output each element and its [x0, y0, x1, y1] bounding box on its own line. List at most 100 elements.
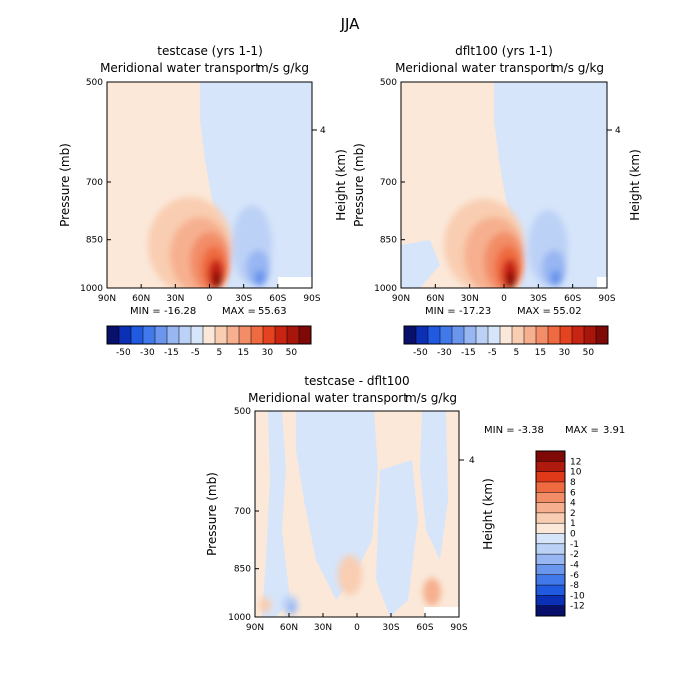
panel-subtitle: Meridional water transport [395, 61, 555, 75]
panel-units: m/s g/kg [257, 61, 309, 75]
x-tick-label: 90N [392, 294, 410, 304]
colorbar-swatch [239, 326, 252, 344]
colorbar-swatch [536, 451, 565, 462]
colorbar-swatch [143, 326, 156, 344]
colorbar-swatch [131, 326, 144, 344]
colorbar-swatch [464, 326, 477, 344]
contour-pos-3 [259, 597, 271, 613]
panel-subtitle: Meridional water transport [100, 61, 260, 75]
colorbar-swatch [560, 326, 573, 344]
x-tick-label: 30S [235, 294, 252, 304]
colorbar-label: 4 [570, 499, 576, 509]
colorbar-frame [403, 325, 609, 345]
y-tick-label: 700 [380, 178, 397, 188]
max-value: 55.63 [258, 306, 287, 317]
min-label: MIN = [130, 306, 161, 317]
min-value: -16.28 [164, 306, 196, 317]
colorbar-swatch [536, 492, 565, 503]
colorbar-label: 6 [570, 488, 576, 498]
field-negative-band [296, 411, 378, 600]
max-label: MAX = [517, 306, 551, 317]
colorbar-label: -15 [461, 348, 476, 358]
panel-testcase: testcase (yrs 1-1) Meridional water tran… [58, 44, 348, 317]
colorbar-top-right: -50 -30 -15 -5 5 15 30 50 [403, 325, 609, 358]
x-tick-label: 60N [426, 294, 444, 304]
x-tick-label: 0 [501, 294, 507, 304]
colorbar-label: -12 [570, 602, 585, 612]
x-tick-label: 60N [280, 623, 298, 633]
y-tick-label: 700 [234, 507, 251, 517]
colorbar-swatch [299, 326, 312, 344]
right-axis-label: Height (km) [628, 149, 642, 220]
y-tick-label: 500 [380, 78, 397, 88]
colorbar-swatch [536, 502, 565, 514]
contour-neg-2 [288, 602, 296, 614]
colorbar-swatch [191, 326, 204, 344]
colorbar-swatch [512, 326, 525, 344]
colorbar-swatch [572, 326, 585, 344]
field-negative-band [262, 411, 290, 617]
plot-field [255, 411, 459, 617]
colorbar-swatch [476, 326, 489, 344]
plot-field [401, 82, 607, 288]
colorbar-label: 8 [570, 478, 576, 488]
colorbar-label: 50 [583, 348, 595, 358]
colorbar-swatch [287, 326, 300, 344]
panel-title: testcase (yrs 1-1) [157, 44, 263, 58]
colorbar-swatch [488, 326, 501, 344]
colorbar-swatch [536, 533, 565, 545]
contour-pos-6 [213, 271, 221, 288]
y-axis-label: Pressure (mb) [58, 143, 72, 227]
contour-pos-1 [338, 555, 362, 595]
y-tick-label: 850 [380, 236, 397, 246]
colorbar-frame [106, 325, 312, 345]
colorbar-label: -5 [191, 348, 200, 358]
colorbar-swatch [536, 481, 565, 493]
field-negative-band [376, 460, 418, 617]
max-label: MAX = [222, 306, 256, 317]
colorbar-swatch [167, 326, 180, 344]
colorbar-swatch [536, 574, 565, 586]
colorbar-swatch [536, 326, 549, 344]
colorbar-label: 50 [286, 348, 298, 358]
x-tick-label: 0 [354, 623, 360, 633]
x-tick-label: 60N [132, 294, 150, 304]
y-axis-label: Pressure (mb) [352, 143, 366, 227]
colorbar-label: -50 [116, 348, 131, 358]
field-negative-band [420, 411, 448, 560]
colorbar-label: 2 [570, 509, 576, 519]
colorbar-swatch [404, 326, 417, 344]
panel-subtitle: Meridional water transport [248, 391, 408, 405]
colorbar-label: -15 [164, 348, 179, 358]
colorbar-top-left: -50 -30 -15 -5 5 15 30 50 [106, 325, 312, 358]
colorbar-swatch [536, 471, 565, 483]
colorbar-label: 5 [217, 348, 223, 358]
contour-neg-3 [254, 270, 266, 286]
x-tick-label: 30N [166, 294, 184, 304]
y-tick-label: 850 [234, 565, 251, 575]
max-label: MAX = [565, 425, 599, 436]
colorbar-label: -1 [570, 540, 579, 550]
min-value: -17.23 [459, 306, 491, 317]
colorbar-swatch [536, 461, 565, 472]
colorbar-swatch [179, 326, 192, 344]
colorbar-label: 10 [570, 468, 582, 478]
panel-title: testcase - dflt100 [304, 374, 409, 388]
x-tick-label: 0 [207, 294, 213, 304]
x-axis: 90N 60N 30N 0 30S 60S 90S [392, 284, 616, 304]
contour-pos-6 [507, 271, 515, 288]
colorbar-swatch [536, 564, 565, 576]
colorbar-swatch [275, 326, 288, 344]
right-axis-tick-label: 4 [615, 126, 621, 136]
y-tick-label: 500 [86, 78, 103, 88]
right-axis-label: Height (km) [334, 149, 348, 220]
colorbar-label: -2 [570, 550, 579, 560]
colorbar-label: -30 [437, 348, 452, 358]
colorbar-swatch [536, 605, 565, 617]
colorbar-label: 15 [535, 348, 546, 358]
y-axis: 500 700 850 1000 [374, 78, 405, 294]
min-label: MIN = [484, 425, 515, 436]
y-tick-label: 1000 [374, 284, 397, 294]
